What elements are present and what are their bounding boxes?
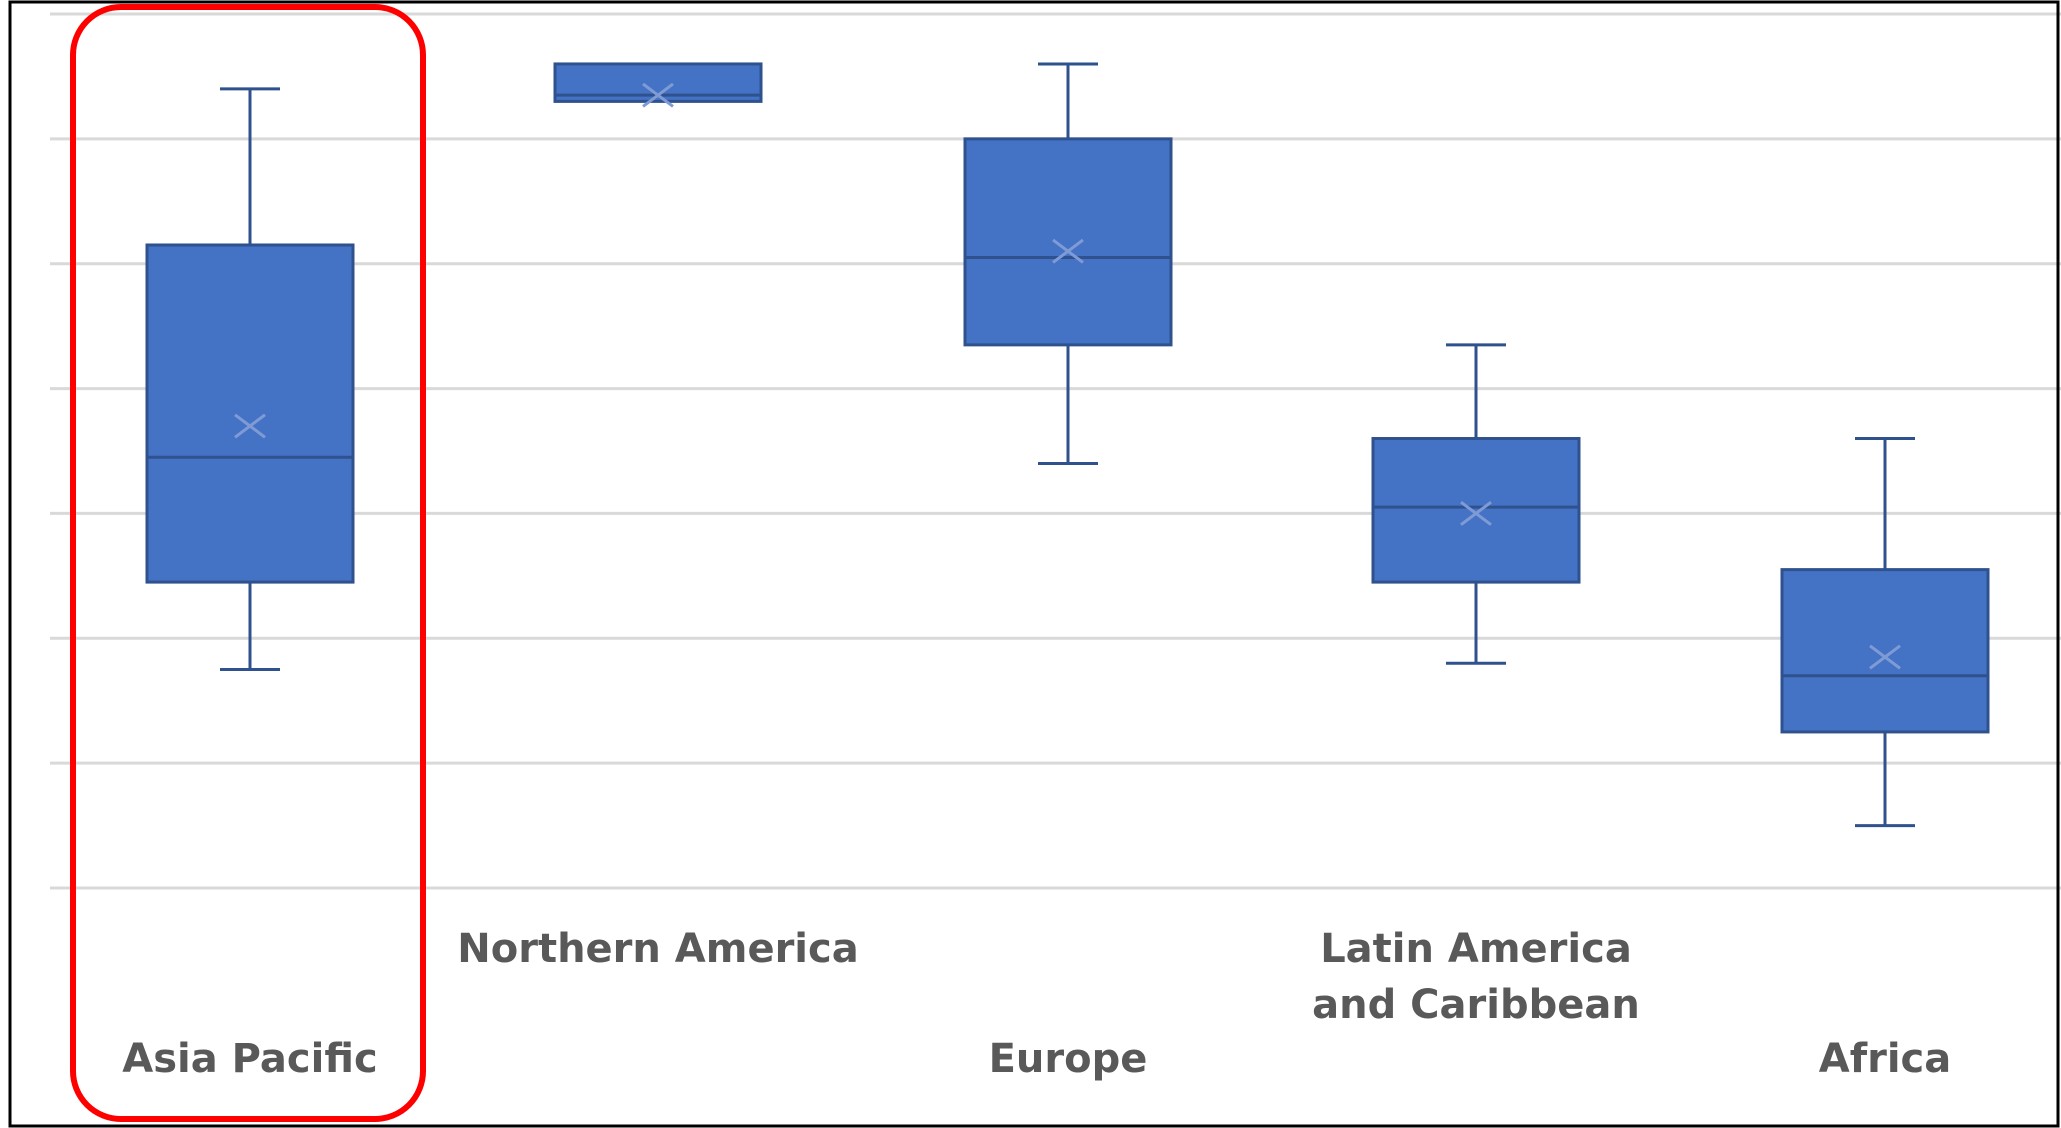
category-label: Europe xyxy=(989,1036,1148,1082)
category-label: Northern America xyxy=(457,926,858,972)
highlight-layer xyxy=(70,4,426,1122)
box-body xyxy=(963,137,1173,347)
category-label-line: Africa xyxy=(1819,1036,1952,1082)
category-label: Asia Pacific xyxy=(122,1036,377,1082)
mean-marker xyxy=(1869,644,1901,670)
category-label-line: Northern America xyxy=(457,926,858,972)
box-1 xyxy=(553,62,763,108)
mean-marker xyxy=(642,82,674,108)
box-body xyxy=(1780,568,1990,734)
category-label-line: and Caribbean xyxy=(1312,982,1640,1028)
mean-marker-stroke xyxy=(642,82,674,108)
mean-marker-stroke xyxy=(234,413,266,439)
category-label-line: Europe xyxy=(989,1036,1148,1082)
box-3 xyxy=(1371,343,1581,665)
box-series xyxy=(145,62,1990,828)
category-label: Latin America and Caribbean xyxy=(1312,926,1640,1028)
mean-marker xyxy=(1052,238,1084,264)
mean-marker xyxy=(234,413,266,439)
box-4 xyxy=(1780,437,1990,828)
category-label-line: Latin America xyxy=(1320,926,1632,972)
category-label: Africa xyxy=(1819,1036,1952,1082)
box-body xyxy=(145,243,355,584)
box-0 xyxy=(145,87,355,671)
chart-border xyxy=(8,0,2060,1128)
mean-marker-stroke xyxy=(1460,500,1492,526)
box-body xyxy=(1371,437,1581,584)
mean-marker-stroke xyxy=(1052,238,1084,264)
highlight-box xyxy=(70,4,426,1122)
category-label-line: Asia Pacific xyxy=(122,1036,377,1082)
mean-marker xyxy=(1460,500,1492,526)
box-2 xyxy=(963,62,1173,465)
mean-marker-stroke xyxy=(1869,644,1901,670)
category-axis-labels: Asia Pacific Northern America Europe Latin … xyxy=(122,926,1951,1082)
